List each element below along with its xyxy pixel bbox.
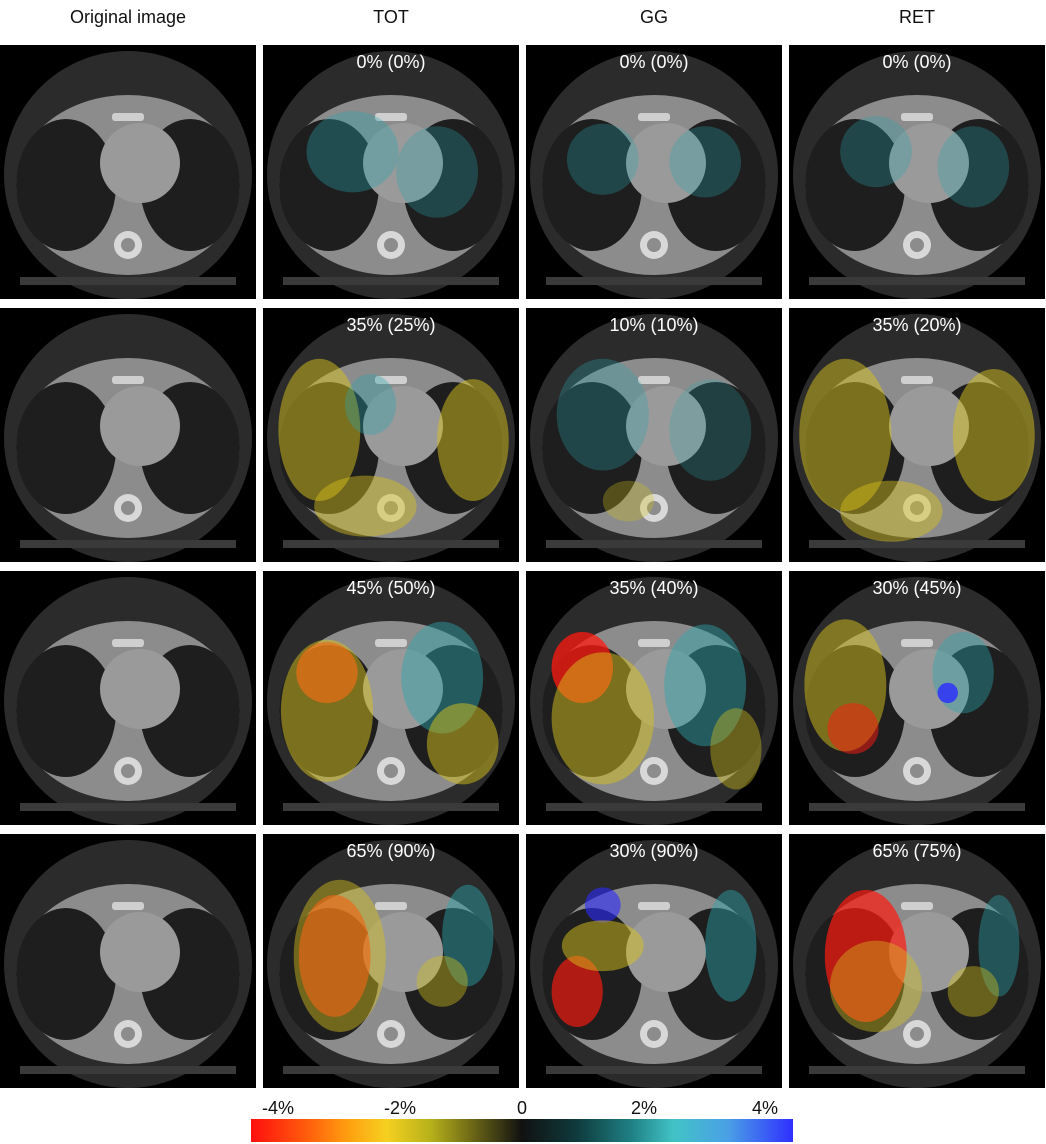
- colorbar-tick: -4%: [261, 1098, 295, 1118]
- percentage-label: 45% (50%): [346, 578, 436, 598]
- colorbar: [251, 1119, 793, 1142]
- colorbar-tick: -2%: [383, 1098, 417, 1118]
- percentage-label: 10% (10%): [609, 315, 699, 335]
- ct-tile-original-row-2: [0, 308, 256, 562]
- ct-tile-ret-row-3: 30% (45%): [789, 571, 1045, 825]
- ct-tile-ret-row-2: 35% (20%): [789, 308, 1045, 562]
- colorbar-tick: 2%: [630, 1098, 658, 1118]
- percentage-label: 35% (20%): [872, 315, 962, 335]
- percentage-label: 30% (45%): [872, 578, 962, 598]
- header-tot: TOT: [373, 7, 409, 27]
- header-ret: RET: [899, 7, 935, 27]
- ct-tile-gg-row-1: 0% (0%): [526, 45, 782, 299]
- percentage-label: 30% (90%): [609, 841, 699, 861]
- ct-tile-original-row-3: [0, 571, 256, 825]
- percentage-label: 0% (0%): [619, 52, 689, 72]
- ct-tile-original-row-4: [0, 834, 256, 1088]
- percentage-label: 0% (0%): [356, 52, 426, 72]
- ct-tile-gg-row-3: 35% (40%): [526, 571, 782, 825]
- percentage-label: 35% (40%): [609, 578, 699, 598]
- ct-tile-tot-row-4: 65% (90%): [263, 834, 519, 1088]
- ct-tile-original-row-1: [0, 45, 256, 299]
- ct-tile-tot-row-2: 35% (25%): [263, 308, 519, 562]
- ct-tile-gg-row-4: 30% (90%): [526, 834, 782, 1088]
- ct-tile-ret-row-1: 0% (0%): [789, 45, 1045, 299]
- percentage-label: 65% (75%): [872, 841, 962, 861]
- percentage-label: 65% (90%): [346, 841, 436, 861]
- ct-tile-tot-row-1: 0% (0%): [263, 45, 519, 299]
- header-original: Original image: [69, 7, 187, 27]
- percentage-label: 0% (0%): [882, 52, 952, 72]
- ct-tile-gg-row-2: 10% (10%): [526, 308, 782, 562]
- ct-tile-ret-row-4: 65% (75%): [789, 834, 1045, 1088]
- colorbar-tick: 0: [516, 1098, 528, 1118]
- percentage-label: 35% (25%): [346, 315, 436, 335]
- colorbar-tick: 4%: [751, 1098, 779, 1118]
- header-gg: GG: [639, 7, 668, 27]
- ct-tile-tot-row-3: 45% (50%): [263, 571, 519, 825]
